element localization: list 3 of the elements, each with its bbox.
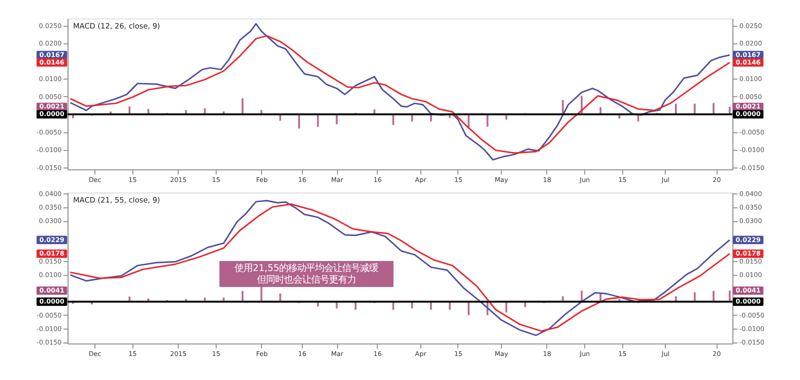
chart-title: MACD (21, 55, close, 9) (73, 196, 160, 205)
annotation: 使用21,55的移动平均会让信号减缓但同时也会让信号更有力 (234, 263, 378, 286)
chart-title: MACD (12, 26, close, 9) (73, 22, 160, 31)
